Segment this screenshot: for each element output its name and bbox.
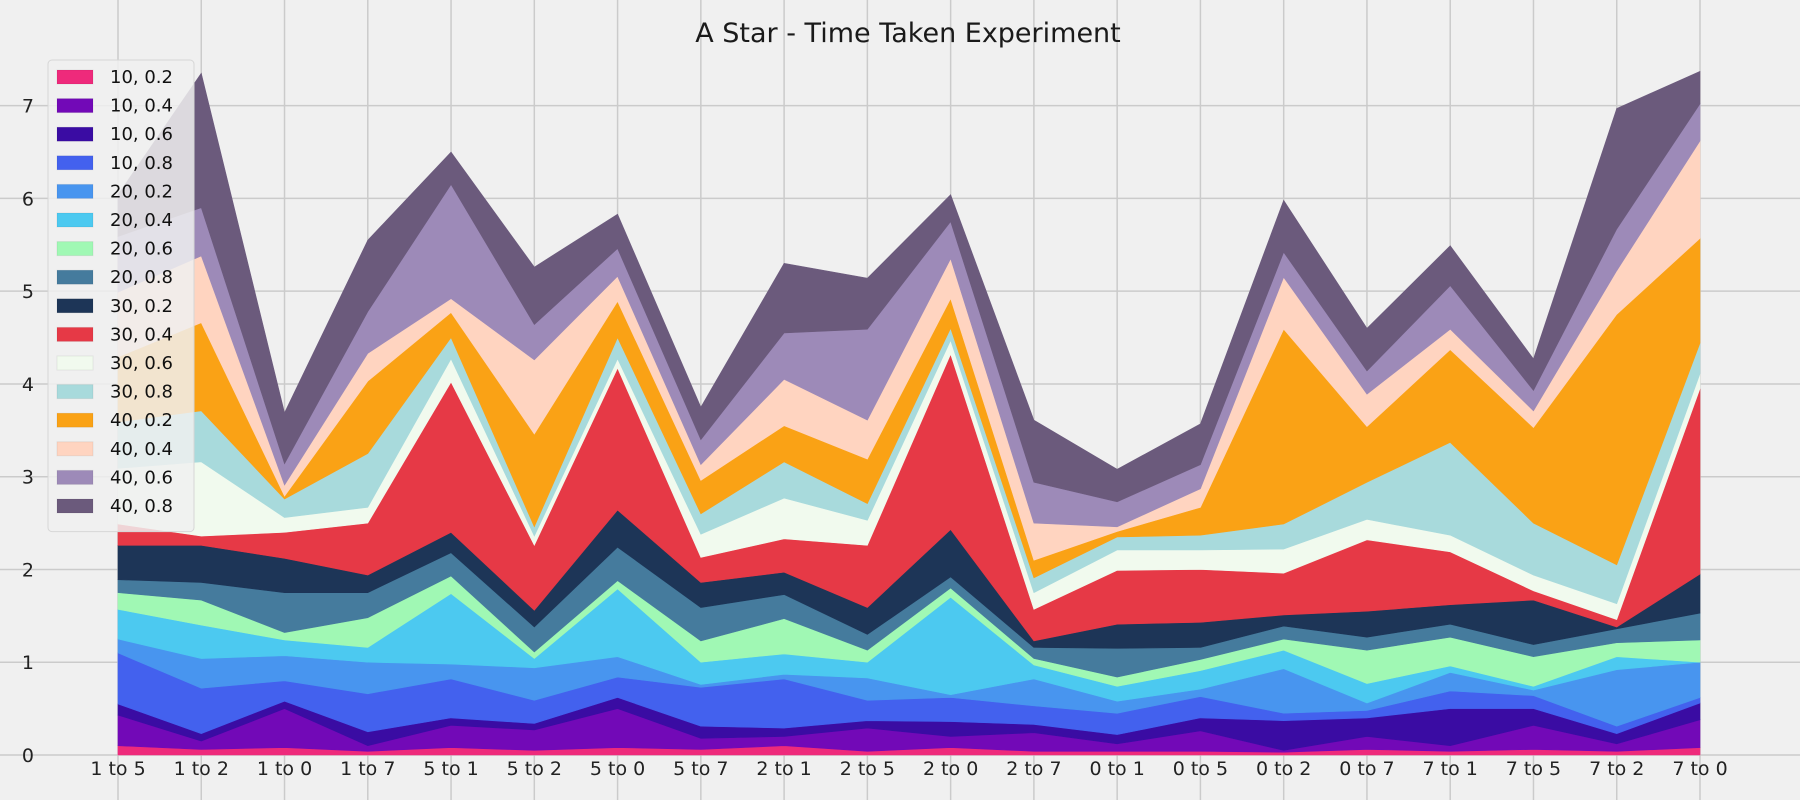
legend-swatch-15 bbox=[56, 498, 94, 514]
legend-swatch-9 bbox=[56, 326, 94, 342]
y-tick-label-6: 6 bbox=[22, 188, 34, 210]
x-tick-label-14: 0 to 2 bbox=[1256, 758, 1311, 780]
area-series-15 bbox=[117, 70, 1701, 503]
legend-swatch-2 bbox=[56, 126, 94, 142]
legend-label-4: 20, 0.2 bbox=[110, 181, 173, 202]
x-tick-label-1: 1 to 2 bbox=[174, 758, 229, 780]
legend-swatch-11 bbox=[56, 384, 94, 400]
legend: 10, 0.2 10, 0.4 10, 0.6 10, 0.8 20, 0.2 20, 0… bbox=[47, 59, 195, 533]
legend-label-0: 10, 0.2 bbox=[110, 67, 173, 88]
x-tick-label-11: 2 to 7 bbox=[1006, 758, 1061, 780]
y-tick-label-1: 1 bbox=[22, 652, 34, 674]
x-tick-label-0: 1 to 5 bbox=[90, 758, 145, 780]
legend-swatch-12 bbox=[56, 412, 94, 428]
x-tick-label-12: 0 to 1 bbox=[1089, 758, 1144, 780]
legend-swatch-7 bbox=[56, 269, 94, 285]
legend-label-10: 30, 0.6 bbox=[110, 353, 173, 374]
y-tick-label-0: 0 bbox=[22, 745, 34, 767]
x-tick-label-4: 5 to 1 bbox=[423, 758, 478, 780]
x-tick-label-7: 5 to 7 bbox=[673, 758, 728, 780]
legend-label-1: 10, 0.4 bbox=[110, 96, 173, 117]
legend-swatch-3 bbox=[56, 155, 94, 171]
legend-label-6: 20, 0.6 bbox=[110, 239, 173, 260]
legend-swatch-10 bbox=[56, 355, 94, 371]
y-tick-label-2: 2 bbox=[22, 559, 34, 581]
legend-swatch-0 bbox=[56, 69, 94, 85]
legend-label-9: 30, 0.4 bbox=[110, 324, 173, 345]
x-axis-ticks: 1 to 5 1 to 2 1 to 0 1 to 7 5 to 1 5 to 2 5 to… bbox=[90, 758, 1727, 780]
x-tick-label-8: 2 to 1 bbox=[756, 758, 811, 780]
y-tick-label-4: 4 bbox=[22, 374, 34, 396]
chart-title: A Star - Time Taken Experiment bbox=[695, 18, 1121, 49]
x-tick-label-15: 0 to 7 bbox=[1339, 758, 1394, 780]
legend-label-7: 20, 0.8 bbox=[110, 267, 173, 288]
x-tick-label-9: 2 to 5 bbox=[840, 758, 895, 780]
legend-label-15: 40, 0.8 bbox=[110, 496, 173, 517]
x-tick-label-2: 1 to 0 bbox=[257, 758, 312, 780]
legend-label-5: 20, 0.4 bbox=[110, 210, 173, 231]
legend-swatch-1 bbox=[56, 98, 94, 114]
legend-swatch-8 bbox=[56, 298, 94, 314]
legend-swatch-14 bbox=[56, 469, 94, 485]
y-axis-ticks: 0 1 2 3 4 5 6 7 bbox=[22, 96, 34, 767]
y-tick-label-3: 3 bbox=[22, 467, 34, 489]
y-tick-label-7: 7 bbox=[22, 96, 34, 118]
legend-label-8: 30, 0.2 bbox=[110, 296, 173, 317]
x-tick-label-19: 7 to 0 bbox=[1672, 758, 1727, 780]
legend-label-11: 30, 0.8 bbox=[110, 382, 173, 403]
x-tick-label-13: 0 to 5 bbox=[1173, 758, 1228, 780]
legend-swatch-13 bbox=[56, 441, 94, 457]
x-tick-label-18: 7 to 2 bbox=[1589, 758, 1644, 780]
legend-label-14: 40, 0.6 bbox=[110, 467, 173, 488]
legend-swatch-6 bbox=[56, 241, 94, 257]
x-tick-label-16: 7 to 1 bbox=[1423, 758, 1478, 780]
legend-label-13: 40, 0.4 bbox=[110, 439, 173, 460]
legend-label-12: 40, 0.2 bbox=[110, 410, 173, 431]
x-tick-label-17: 7 to 5 bbox=[1506, 758, 1561, 780]
x-tick-label-6: 5 to 0 bbox=[590, 758, 645, 780]
stacked-areas bbox=[117, 70, 1701, 756]
legend-label-3: 10, 0.8 bbox=[110, 153, 173, 174]
legend-label-2: 10, 0.6 bbox=[110, 124, 173, 145]
legend-swatch-5 bbox=[56, 212, 94, 228]
x-tick-label-5: 5 to 2 bbox=[507, 758, 562, 780]
y-tick-label-5: 5 bbox=[22, 281, 34, 303]
x-tick-label-10: 2 to 0 bbox=[923, 758, 978, 780]
x-tick-label-3: 1 to 7 bbox=[340, 758, 395, 780]
legend-swatch-4 bbox=[56, 183, 94, 199]
